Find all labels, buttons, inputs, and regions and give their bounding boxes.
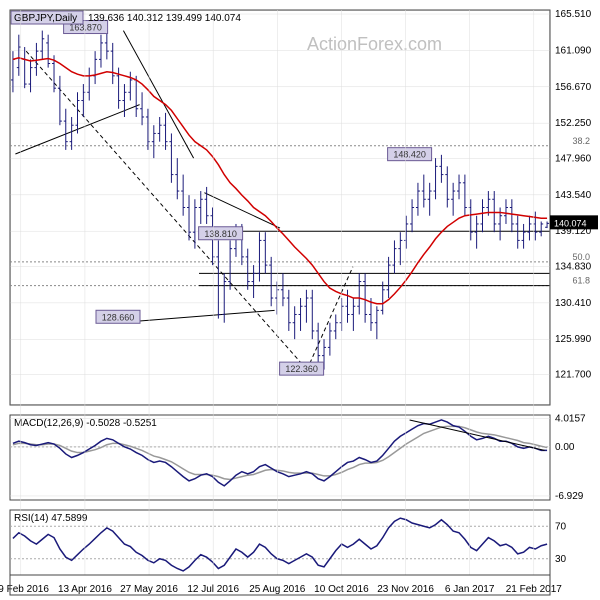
svg-text:29 Feb 2016: 29 Feb 2016 <box>0 584 49 595</box>
svg-text:152.250: 152.250 <box>555 118 592 129</box>
svg-text:156.670: 156.670 <box>555 82 592 93</box>
svg-text:121.700: 121.700 <box>555 370 592 381</box>
svg-text:50.0: 50.0 <box>572 252 590 262</box>
svg-text:38.2: 38.2 <box>572 136 590 146</box>
svg-text:-6.929: -6.929 <box>555 491 584 502</box>
chart-svg: 121.700125.990130.410134.830139.120143.5… <box>0 0 600 600</box>
svg-text:4.0157: 4.0157 <box>555 413 586 424</box>
svg-text:61.8: 61.8 <box>572 276 590 286</box>
svg-text:10 Oct 2016: 10 Oct 2016 <box>314 584 369 595</box>
svg-text:RSI(14) 47.5899: RSI(14) 47.5899 <box>14 513 88 524</box>
svg-text:ActionForex.com: ActionForex.com <box>307 34 442 54</box>
svg-text:13 Apr 2016: 13 Apr 2016 <box>58 584 112 595</box>
svg-text:140.074: 140.074 <box>554 218 587 228</box>
svg-text:147.960: 147.960 <box>555 153 592 164</box>
svg-text:138.810: 138.810 <box>204 229 237 239</box>
svg-text:25 Aug 2016: 25 Aug 2016 <box>249 584 306 595</box>
svg-text:161.090: 161.090 <box>555 45 592 56</box>
svg-text:130.410: 130.410 <box>555 298 592 309</box>
svg-text:70: 70 <box>555 521 567 532</box>
svg-text:27 May 2016: 27 May 2016 <box>120 584 178 595</box>
svg-text:128.660: 128.660 <box>102 312 135 322</box>
forex-chart: { "watermark": "ActionForex.com", "title… <box>0 0 600 600</box>
svg-text:GBPJPY,Daily: GBPJPY,Daily <box>14 13 77 24</box>
svg-text:165.510: 165.510 <box>555 9 592 20</box>
svg-text:6 Jan 2017: 6 Jan 2017 <box>445 584 495 595</box>
svg-text:134.830: 134.830 <box>555 262 592 273</box>
svg-text:122.360: 122.360 <box>285 364 318 374</box>
svg-text:12 Jul 2016: 12 Jul 2016 <box>187 584 239 595</box>
svg-text:21 Feb 2017: 21 Feb 2017 <box>506 584 563 595</box>
svg-text:125.990: 125.990 <box>555 334 592 345</box>
svg-text:30: 30 <box>555 554 567 565</box>
svg-text:139.636 140.312 139.499 140.07: 139.636 140.312 139.499 140.074 <box>88 13 241 24</box>
svg-text:MACD(12,26,9) -0.5028 -0.5251: MACD(12,26,9) -0.5028 -0.5251 <box>14 418 157 429</box>
svg-text:0.00: 0.00 <box>555 442 575 453</box>
svg-text:143.540: 143.540 <box>555 190 592 201</box>
svg-text:23 Nov 2016: 23 Nov 2016 <box>377 584 434 595</box>
svg-text:148.420: 148.420 <box>393 150 426 160</box>
